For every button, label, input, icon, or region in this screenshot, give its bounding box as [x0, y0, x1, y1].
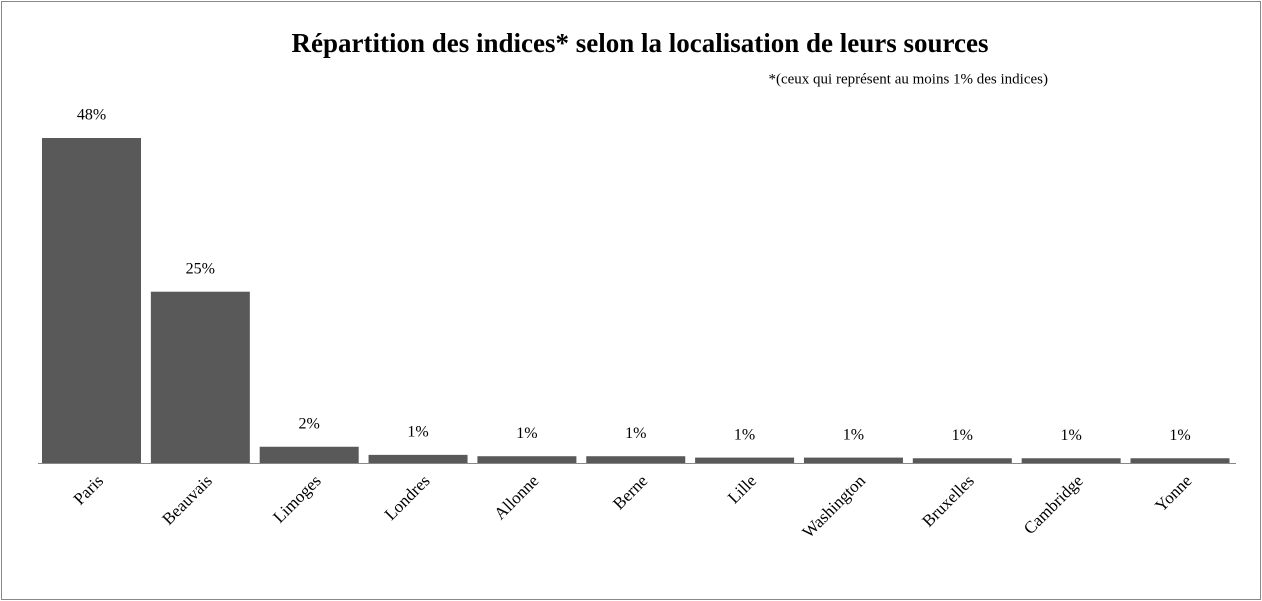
- chart-subtitle: *(ceux qui représent au moins 1% des ind…: [769, 71, 1049, 87]
- bar: [1021, 458, 1121, 463]
- bar: [42, 138, 141, 463]
- value-label: 25%: [186, 260, 215, 277]
- value-label: 1%: [1060, 427, 1081, 444]
- bar: [259, 446, 359, 463]
- bar: [1130, 458, 1230, 463]
- value-label: 1%: [407, 424, 428, 441]
- bar: [150, 291, 250, 463]
- value-label: 1%: [1169, 427, 1190, 444]
- bar: [912, 458, 1012, 463]
- value-label: 2%: [299, 415, 320, 432]
- bar: [586, 456, 686, 463]
- value-label: 1%: [625, 425, 646, 442]
- value-label: 1%: [516, 425, 537, 442]
- value-label: 1%: [952, 427, 973, 444]
- value-label: 1%: [843, 426, 864, 443]
- value-label: 1%: [734, 426, 755, 443]
- bar: [368, 454, 468, 463]
- value-label: 48%: [77, 107, 106, 124]
- bar: [695, 457, 795, 463]
- chart-title: Répartition des indices* selon la locali…: [291, 28, 988, 58]
- bar: [803, 457, 903, 463]
- bar: [477, 456, 577, 463]
